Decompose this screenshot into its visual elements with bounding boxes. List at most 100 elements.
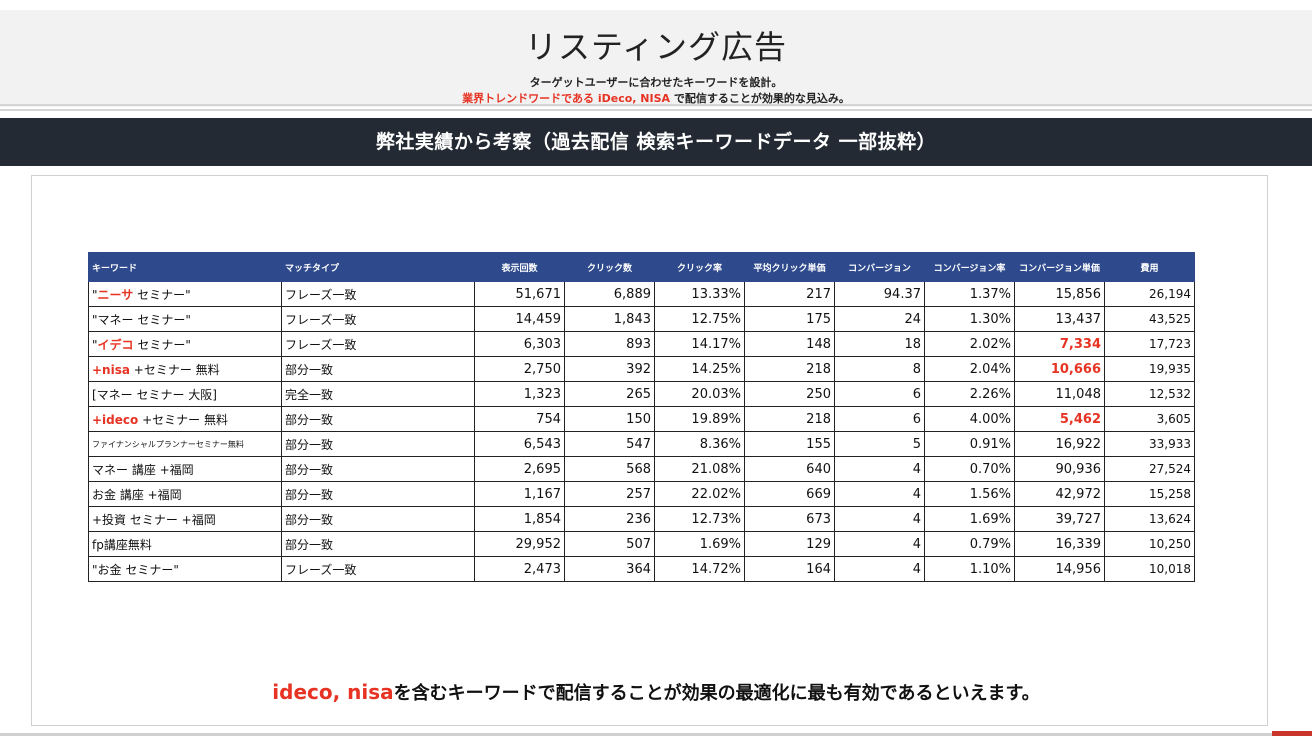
keyword-cell: [マネー セミナー 大阪] [88, 381, 282, 407]
cpa-cell: 13,437 [1014, 306, 1105, 332]
cpc-cell: 155 [744, 431, 835, 457]
keyword-text: セミナー" [133, 287, 191, 302]
table-row: "ニーサ セミナー" フレーズ一致 51,671 6,889 13.33% 217 94.3… [88, 281, 1195, 307]
keyword-cell: +ideco +セミナー 無料 [88, 406, 282, 432]
match-type-cell: フレーズ一致 [281, 556, 475, 582]
cpa-cell: 15,856 [1014, 281, 1105, 307]
cpa-cell: 11,048 [1014, 381, 1105, 407]
table-row: +ideco +セミナー 無料 部分一致 754 150 19.89% 218 6 4.00%… [88, 406, 1195, 432]
cpa-cell: 42,972 [1014, 481, 1105, 507]
table-row: "イデコ セミナー" フレーズ一致 6,303 893 14.17% 148 18 2.02%… [88, 331, 1195, 357]
imp-cell: 1,323 [474, 381, 565, 407]
ctr-cell: 19.89% [654, 406, 745, 432]
keyword-text: " [92, 337, 98, 352]
cvr-cell: 2.04% [924, 356, 1015, 382]
match-type-cell: 部分一致 [281, 356, 475, 382]
keyword-text: お金 講座 +福岡 [92, 487, 182, 502]
keyword-text: "お金 セミナー" [92, 562, 179, 577]
imp-cell: 2,473 [474, 556, 565, 582]
cpa-cell: 90,936 [1014, 456, 1105, 482]
ctr-cell: 14.72% [654, 556, 745, 582]
clicks-cell: 364 [564, 556, 655, 582]
table-row: [マネー セミナー 大阪] 完全一致 1,323 265 20.03% 250 6 2.26%… [88, 381, 1195, 407]
clicks-cell: 150 [564, 406, 655, 432]
keyword-cell: "お金 セミナー" [88, 556, 282, 582]
keyword-text: +セミナー 無料 [138, 412, 228, 427]
conv-cell: 8 [834, 356, 925, 382]
column-header: 費用 [1104, 252, 1195, 282]
keyword-text: " [92, 287, 98, 302]
cpa-cell: 16,922 [1014, 431, 1105, 457]
cpa-cell: 39,727 [1014, 506, 1105, 532]
cvr-cell: 1.37% [924, 281, 1015, 307]
ctr-cell: 1.69% [654, 531, 745, 557]
match-type-cell: 部分一致 [281, 481, 475, 507]
keyword-cell: ファイナンシャルプランナーセミナー無料 [88, 431, 282, 457]
conv-cell: 4 [834, 556, 925, 582]
page-title: リスティング広告 [524, 28, 788, 66]
subtitle-rest: で配信することが効果的な見込み。 [670, 92, 850, 105]
column-header: 平均クリック単価 [744, 252, 835, 282]
imp-cell: 1,167 [474, 481, 565, 507]
match-type-cell: フレーズ一致 [281, 306, 475, 332]
table-row: +nisa +セミナー 無料 部分一致 2,750 392 14.25% 218 8 2.04… [88, 356, 1195, 382]
cvr-cell: 0.70% [924, 456, 1015, 482]
keyword-highlight: +ideco [92, 412, 139, 427]
cpa-cell: 5,462 [1014, 406, 1105, 432]
conv-cell: 4 [834, 531, 925, 557]
cpc-cell: 129 [744, 531, 835, 557]
keyword-text: [マネー セミナー 大阪] [92, 387, 217, 402]
keyword-data-table: キーワード マッチタイプ 表示回数 クリック数 クリック率 平均クリック単価 コンバージョン… [88, 252, 1195, 582]
match-type-cell: フレーズ一致 [281, 281, 475, 307]
clicks-cell: 568 [564, 456, 655, 482]
table-body: "ニーサ セミナー" フレーズ一致 51,671 6,889 13.33% 217 94.3… [88, 281, 1195, 582]
conv-cell: 94.37 [834, 281, 925, 307]
clicks-cell: 257 [564, 481, 655, 507]
imp-cell: 2,750 [474, 356, 565, 382]
cvr-cell: 0.79% [924, 531, 1015, 557]
clicks-cell: 6,889 [564, 281, 655, 307]
ctr-cell: 12.73% [654, 506, 745, 532]
keyword-text: セミナー" [133, 337, 191, 352]
cpc-cell: 218 [744, 406, 835, 432]
subtitle-line-2: 業界トレンドワードである iDeco, NISA で配信することが効果的な見込み… [0, 90, 1312, 106]
cpc-cell: 673 [744, 506, 835, 532]
clicks-cell: 392 [564, 356, 655, 382]
conv-cell: 4 [834, 506, 925, 532]
keyword-text: +セミナー 無料 [129, 362, 220, 377]
keyword-text: fp講座無料 [92, 537, 152, 552]
conv-cell: 5 [834, 431, 925, 457]
ctr-cell: 12.75% [654, 306, 745, 332]
column-header: 表示回数 [474, 252, 565, 282]
imp-cell: 754 [474, 406, 565, 432]
table-row: お金 講座 +福岡 部分一致 1,167 257 22.02% 669 4 1.56% 42,9… [88, 481, 1195, 507]
imp-cell: 1,854 [474, 506, 565, 532]
ctr-cell: 14.25% [654, 356, 745, 382]
clicks-cell: 547 [564, 431, 655, 457]
imp-cell: 51,671 [474, 281, 565, 307]
cpc-cell: 164 [744, 556, 835, 582]
cvr-cell: 0.91% [924, 431, 1015, 457]
conclusion-rest: を含むキーワードで配信することが効果の最適化に最も有効であるといえます。 [393, 683, 1040, 704]
keyword-cell: "ニーサ セミナー" [88, 281, 282, 307]
cpc-cell: 669 [744, 481, 835, 507]
clicks-cell: 893 [564, 331, 655, 357]
column-header: クリック率 [654, 252, 745, 282]
cost-cell: 33,933 [1104, 431, 1195, 457]
keyword-cell: マネー 講座 +福岡 [88, 456, 282, 482]
conv-cell: 6 [834, 381, 925, 407]
imp-cell: 2,695 [474, 456, 565, 482]
cost-cell: 17,723 [1104, 331, 1195, 357]
cvr-cell: 4.00% [924, 406, 1015, 432]
table-row: +投資 セミナー +福岡 部分一致 1,854 236 12.73% 673 4 1.69% 3… [88, 506, 1195, 532]
keyword-text: マネー 講座 +福岡 [92, 462, 194, 477]
cost-cell: 27,524 [1104, 456, 1195, 482]
cpa-cell: 10,666 [1014, 356, 1105, 382]
cost-cell: 12,532 [1104, 381, 1195, 407]
cpa-cell: 16,339 [1014, 531, 1105, 557]
cvr-cell: 1.69% [924, 506, 1015, 532]
match-type-cell: 部分一致 [281, 431, 475, 457]
keyword-highlight: +nisa [92, 362, 130, 377]
clicks-cell: 236 [564, 506, 655, 532]
conv-cell: 4 [834, 456, 925, 482]
